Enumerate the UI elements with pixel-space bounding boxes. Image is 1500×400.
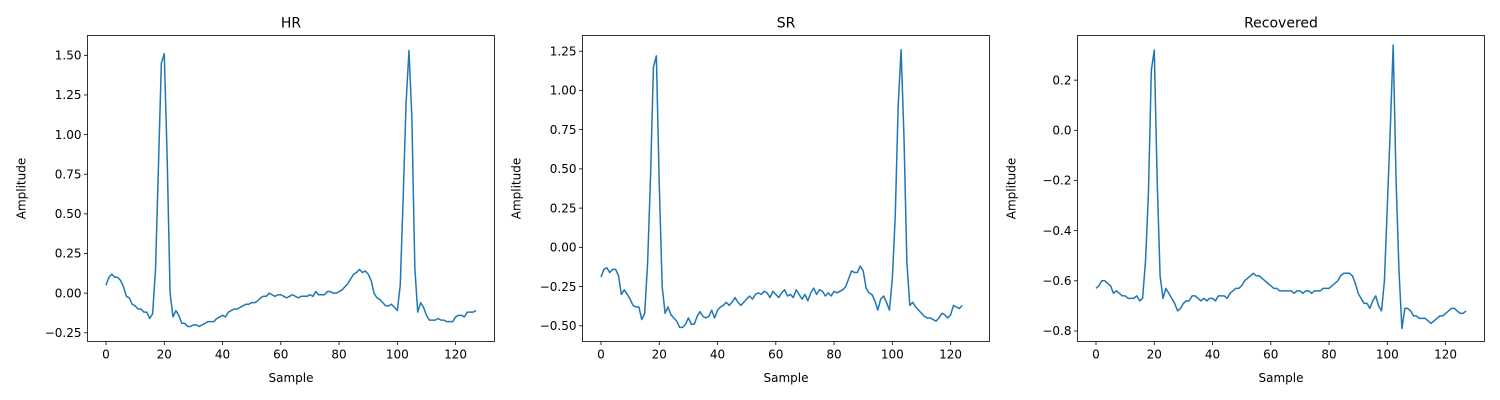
y-tick-label: 1.00 [55,128,82,142]
y-tick-label: 0.00 [550,241,577,255]
axes-frame [1077,35,1485,342]
axes-frame [87,35,495,342]
x-tick-label: 20 [1147,348,1162,362]
x-tick-label: 40 [215,348,230,362]
y-tick-label: −0.8 [1042,324,1071,338]
y-tick-label: −0.25 [45,326,82,340]
x-tick-label: 120 [444,348,467,362]
x-tick-label: 0 [597,348,605,362]
x-tick-label: 0 [102,348,110,362]
x-tick-label: 100 [386,348,409,362]
y-tick-label: 1.25 [55,88,82,102]
y-tick-label: −0.25 [540,280,577,294]
y-tick-label: 0.25 [550,201,577,215]
series-line [600,48,963,329]
y-tick-label: 1.00 [550,84,577,98]
x-tick-label: 60 [768,348,783,362]
y-tick-label: −0.2 [1042,174,1071,188]
axes-frame [582,35,990,342]
y-tick-label: −0.4 [1042,224,1071,238]
x-tick-label: 100 [1376,348,1399,362]
x-tick-label: 120 [939,348,962,362]
panel-title: Recovered [1244,16,1318,32]
x-tick-label: 80 [331,348,346,362]
y-tick-label: 0.50 [55,207,82,221]
panel-title: HR [281,16,302,32]
subplot-3: 0 20 40 60 80 100 120 −0.8 −0.6 −0.4 −0.2 0.0 0.2 Rec… [1005,16,1485,385]
x-tick-label: 60 [273,348,288,362]
y-tick-label: −0.50 [540,319,577,333]
x-tick-label: 40 [710,348,725,362]
x-tick-label: 120 [1434,348,1457,362]
x-tick-label: 20 [157,348,172,362]
x-axis-label: Sample [764,371,809,385]
x-tick-label: 60 [1263,348,1278,362]
y-tick-label: 0.0 [1052,124,1071,138]
subplot-1: 0 20 40 60 80 100 120 −0.25 0.00 0.25 0.50 0.75 1.00… [15,16,495,385]
x-tick-label: 100 [881,348,904,362]
x-tick-label: 40 [1205,348,1220,362]
x-tick-label: 80 [826,348,841,362]
y-axis-label: Amplitude [15,158,29,220]
y-tick-label: 0.2 [1052,73,1071,87]
series-line [1095,44,1467,330]
x-tick-label: 0 [1092,348,1100,362]
y-tick-label: 0.50 [550,162,577,176]
y-tick-label: 0.00 [55,286,82,300]
y-tick-label: 1.50 [55,49,82,63]
y-tick-label: 0.75 [550,123,577,137]
y-axis-label: Amplitude [510,158,524,220]
y-tick-label: 0.75 [55,167,82,181]
y-tick-label: 0.25 [55,247,82,261]
series-line [105,49,477,328]
x-axis-label: Sample [1259,371,1304,385]
subplot-2: 0 20 40 60 80 100 120 −0.50 −0.25 0.00 0.25 0.50 0.7… [510,16,990,385]
y-axis-label: Amplitude [1005,158,1019,220]
y-tick-label: 1.25 [550,44,577,58]
y-tick-label: −0.6 [1042,274,1071,288]
panel-title: SR [777,16,796,32]
x-tick-label: 80 [1321,348,1336,362]
x-tick-label: 20 [652,348,667,362]
x-axis-label: Sample [269,371,314,385]
